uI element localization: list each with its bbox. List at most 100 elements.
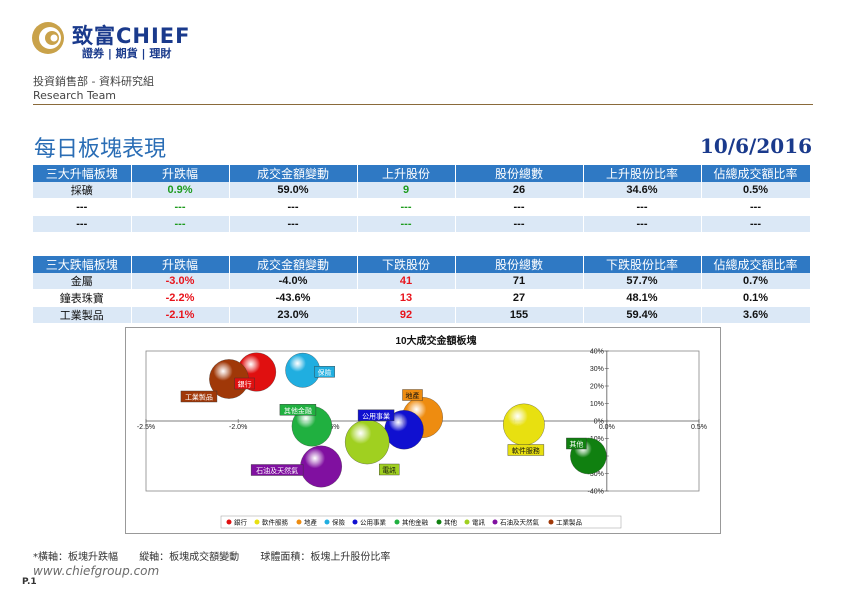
col-header-turnover-change: 成交金額變動 — [229, 165, 358, 182]
cell-total-shares: 155 — [455, 306, 584, 324]
table-row: 工業製品 -2.1% 23.0% 92 155 59.4% 3.6% — [33, 306, 811, 324]
cell-turnover-share: 0.5% — [701, 182, 811, 199]
legend-label: 其他 — [444, 518, 458, 527]
table-row: --- --- --- --- --- --- --- — [33, 198, 811, 216]
cell-turnover-change: --- — [229, 198, 358, 216]
bubble-label: 銀行 — [238, 380, 252, 389]
col-header-rising-shares: 上升股份 — [357, 165, 456, 182]
cell-rising-shares: --- — [357, 198, 456, 216]
col-header-change: 升跌幅 — [131, 256, 230, 273]
cell-sector: 金屬 — [33, 273, 132, 290]
cell-sector: 工業製品 — [33, 306, 132, 324]
website-link[interactable]: www.chiefgroup.com — [33, 564, 160, 578]
cell-falling-ratio: 48.1% — [583, 289, 702, 307]
x-tick-label: -2.0% — [229, 424, 247, 431]
y-tick-label: 20% — [590, 384, 604, 391]
col-header-sector: 三大升幅板塊 — [33, 165, 132, 182]
legend-marker — [254, 519, 260, 525]
legend-marker — [394, 519, 400, 525]
x-tick-label: 0.0% — [599, 424, 615, 431]
table-row: 鐘表珠寶 -2.2% -43.6% 13 27 48.1% 0.1% — [33, 289, 811, 307]
cell-change: -2.2% — [131, 289, 230, 307]
legend-label: 工業製品 — [556, 518, 582, 527]
x-axis-note: *橫軸：板塊升跌幅 — [33, 552, 118, 563]
bubble-label: 石油及天然氣 — [256, 466, 298, 475]
header-divider — [33, 104, 813, 105]
cell-falling-ratio: 57.7% — [583, 273, 702, 290]
bubble-label: 保險 — [318, 368, 332, 377]
cell-change: 0.9% — [131, 182, 230, 199]
y-tick-label: -30% — [587, 471, 603, 478]
bubble-label: 軟件服務 — [512, 446, 540, 455]
legend-marker — [548, 519, 554, 525]
bubble-label: 公用事業 — [362, 411, 390, 420]
legend-marker — [352, 519, 358, 525]
bubble-label-box — [250, 464, 304, 476]
bubble-chart-svg: 10大成交金額板塊 -2.5%-2.0%-1.5%-1.0%-0.5%0.0%0… — [137, 334, 707, 529]
cell-turnover-share: --- — [701, 198, 811, 216]
col-header-sector: 三大跌幅板塊 — [33, 256, 132, 273]
bubble-電訊 — [344, 419, 390, 465]
bubble-label-box — [402, 389, 423, 401]
col-header-total-shares: 股份總數 — [455, 256, 584, 273]
cell-falling-shares: 41 — [357, 273, 456, 290]
col-header-change: 升跌幅 — [131, 165, 230, 182]
cell-rising-ratio: --- — [583, 215, 702, 233]
cell-rising-shares: 9 — [357, 182, 456, 199]
cell-rising-shares: --- — [357, 215, 456, 233]
cell-falling-ratio: 59.4% — [583, 306, 702, 324]
col-header-falling-ratio: 下跌股份比率 — [583, 256, 702, 273]
cell-sector: --- — [33, 198, 132, 216]
bubble-label-box — [279, 404, 317, 416]
cell-change: -2.1% — [131, 306, 230, 324]
cell-turnover-share: --- — [701, 215, 811, 233]
cell-falling-shares: 13 — [357, 289, 456, 307]
cell-total-shares: 26 — [455, 182, 584, 199]
cell-turnover-change: 59.0% — [229, 182, 358, 199]
page-title: 每日板塊表現 — [34, 137, 167, 162]
bubble-label: 其他金融 — [284, 406, 312, 415]
bubble-石油及天然氣 — [300, 445, 342, 488]
cell-sector: 採礦 — [33, 182, 132, 199]
cell-total-shares: 27 — [455, 289, 584, 307]
legend-label: 保險 — [332, 518, 346, 527]
table-header-row: 三大升幅板塊 升跌幅 成交金額變動 上升股份 股份總數 上升股份比率 佔總成交額… — [33, 165, 811, 182]
bubble-label-box — [180, 390, 218, 403]
cell-total-shares: --- — [455, 215, 584, 233]
legend-marker — [436, 519, 442, 525]
cell-turnover-share: 0.1% — [701, 289, 811, 307]
y-tick-label: 30% — [590, 366, 604, 373]
cell-rising-ratio: 34.6% — [583, 182, 702, 199]
table-row: --- --- --- --- --- --- --- — [33, 215, 811, 233]
department-label: 投資銷售部 - 資料研究組 — [33, 75, 154, 88]
cell-sector: 鐘表珠寶 — [33, 289, 132, 307]
bubble-軟件服務 — [503, 403, 545, 446]
cell-change: -3.0% — [131, 273, 230, 290]
x-tick-label: -2.5% — [137, 424, 155, 431]
legend-marker — [324, 519, 330, 525]
bubble-label-box — [357, 409, 395, 421]
cell-turnover-change: 23.0% — [229, 306, 358, 324]
legend-label: 石油及天然氣 — [500, 518, 540, 527]
legend-label: 電訊 — [472, 518, 486, 527]
y-tick-label: 40% — [590, 349, 604, 356]
top-losers-table: 三大跌幅板塊 升跌幅 成交金額變動 下跌股份 股份總數 下跌股份比率 佔總成交額… — [33, 256, 811, 324]
cell-change: --- — [131, 198, 230, 216]
chief-logo-icon — [32, 22, 64, 54]
bubble-label: 工業製品 — [185, 393, 213, 402]
col-header-turnover-share: 佔總成交額比率 — [701, 165, 811, 182]
cell-falling-shares: 92 — [357, 306, 456, 324]
size-note: 球體面積：板塊上升股份比率 — [260, 552, 391, 563]
cell-total-shares: 71 — [455, 273, 584, 290]
table-row: 金屬 -3.0% -4.0% 41 71 57.7% 0.7% — [33, 273, 811, 290]
legend-label: 其他金融 — [402, 518, 429, 527]
col-header-total-shares: 股份總數 — [455, 165, 584, 182]
legend-label: 公用事業 — [360, 518, 387, 527]
cell-turnover-change: -43.6% — [229, 289, 358, 307]
brand-name: 致富CHIEF — [72, 24, 191, 48]
y-tick-label: -40% — [587, 489, 603, 496]
table-header-row: 三大跌幅板塊 升跌幅 成交金額變動 下跌股份 股份總數 下跌股份比率 佔總成交額… — [33, 256, 811, 273]
chart-footnote: *橫軸：板塊升跌幅 縱軸：板塊成交額變動 球體面積：板塊上升股份比率 — [33, 548, 390, 563]
cell-turnover-share: 3.6% — [701, 306, 811, 324]
bubble-label-box — [566, 437, 587, 450]
